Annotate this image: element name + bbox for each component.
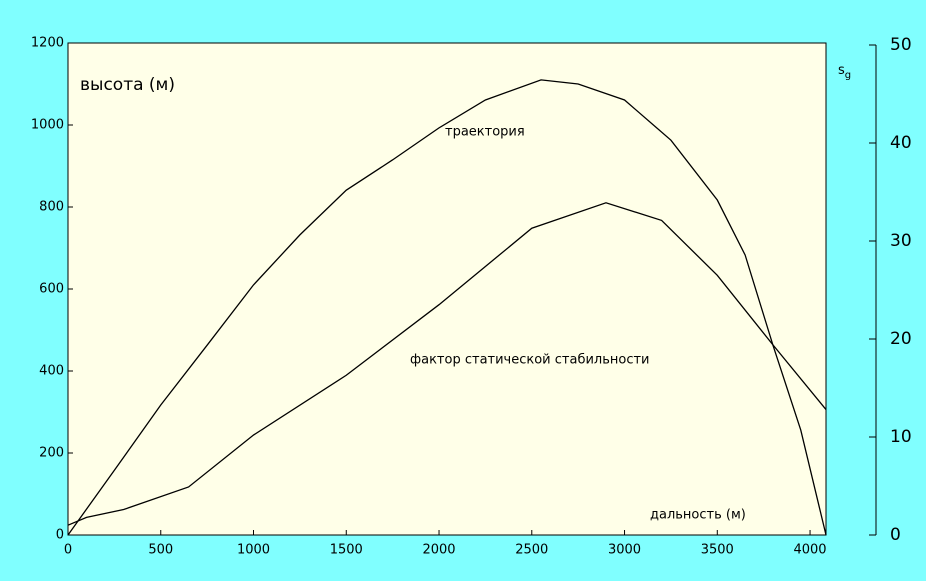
x-tick-label: 4000 — [793, 543, 826, 558]
x-tick-label: 3500 — [701, 543, 734, 558]
y-tick-label: 1200 — [31, 36, 64, 51]
y-tick-label: 600 — [39, 282, 64, 297]
annotation: фактор статической стабильности — [410, 353, 650, 368]
x-tick-label: 0 — [64, 543, 72, 558]
y-axis-label: высота (м) — [80, 75, 175, 95]
y2-tick-label: 50 — [890, 35, 912, 55]
x-tick-label: 3000 — [608, 543, 641, 558]
y2-tick-label: 30 — [890, 231, 912, 251]
y-tick-label: 1000 — [31, 118, 64, 133]
y2-tick-label: 40 — [890, 133, 912, 153]
y-tick-label: 400 — [39, 364, 64, 379]
series-line — [67, 202, 827, 526]
y2-tick-label: 0 — [890, 525, 901, 545]
x-tick-label: 1500 — [330, 543, 363, 558]
x-tick-label: 2000 — [422, 543, 455, 558]
x-tick-label: 1000 — [237, 543, 270, 558]
annotation: траектория — [445, 125, 525, 140]
x-tick-label: 2500 — [515, 543, 548, 558]
y2-tick-label: 20 — [890, 329, 912, 349]
y-tick-label: 0 — [56, 528, 64, 543]
series-line — [67, 79, 827, 536]
plot-area — [67, 42, 827, 536]
x-axis-label: дальность (м) — [650, 508, 746, 523]
y2-tick-label: 10 — [890, 427, 912, 447]
y-tick-label: 200 — [39, 446, 64, 461]
y-tick-label: 800 — [39, 200, 64, 215]
x-tick-label: 500 — [148, 543, 173, 558]
y2-label-base: s — [838, 63, 845, 78]
y2-label-sub: g — [845, 70, 851, 81]
y2-axis-label: sg — [838, 63, 851, 82]
